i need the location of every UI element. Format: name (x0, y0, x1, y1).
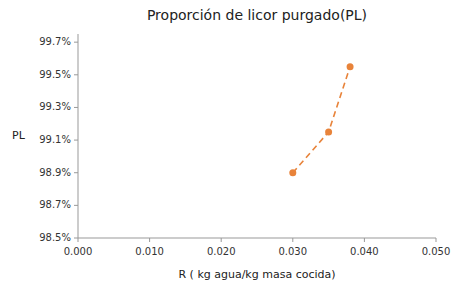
y-tick (74, 238, 78, 239)
x-tick-label: 0.050 (422, 246, 451, 257)
x-tick (292, 238, 293, 242)
x-axis-label: R ( kg agua/kg masa cocida) (178, 268, 335, 281)
y-tick-label: 99.3% (39, 101, 71, 112)
y-tick (74, 42, 78, 43)
y-axis-label: PL (12, 129, 26, 142)
x-tick (221, 238, 222, 242)
plot-area (289, 63, 353, 176)
y-tick-label: 98.7% (39, 199, 71, 210)
x-tick-label: 0.000 (64, 246, 93, 257)
chart: Proporción de licor purgado(PL) 98.5% 98.7… (0, 0, 458, 288)
y-tick (74, 140, 78, 141)
point (347, 63, 354, 70)
point (289, 169, 296, 176)
y-tick-label: 99.7% (39, 36, 71, 47)
y-tick (74, 107, 78, 108)
x-tick-label: 0.040 (350, 246, 379, 257)
y-tick-label: 98.5% (39, 232, 71, 243)
y-tick (74, 74, 78, 75)
title: Proporción de licor purgado(PL) (147, 7, 367, 23)
x-tick (364, 238, 365, 242)
x-axis-line (78, 238, 436, 239)
y-tick (74, 172, 78, 173)
x-tick-label: 0.010 (135, 246, 164, 257)
y-tick-label: 98.9% (39, 167, 71, 178)
x-tick (78, 238, 79, 242)
y-axis-line (78, 34, 79, 238)
x-tick (436, 238, 437, 242)
line (293, 67, 350, 173)
x-tick-label: 0.020 (207, 246, 236, 257)
y-tick-label: 99.1% (39, 134, 71, 145)
point (325, 128, 332, 135)
y-tick (74, 205, 78, 206)
x-tick (149, 238, 150, 242)
y-tick-label: 99.5% (39, 69, 71, 80)
x-tick-label: 0.030 (278, 246, 307, 257)
